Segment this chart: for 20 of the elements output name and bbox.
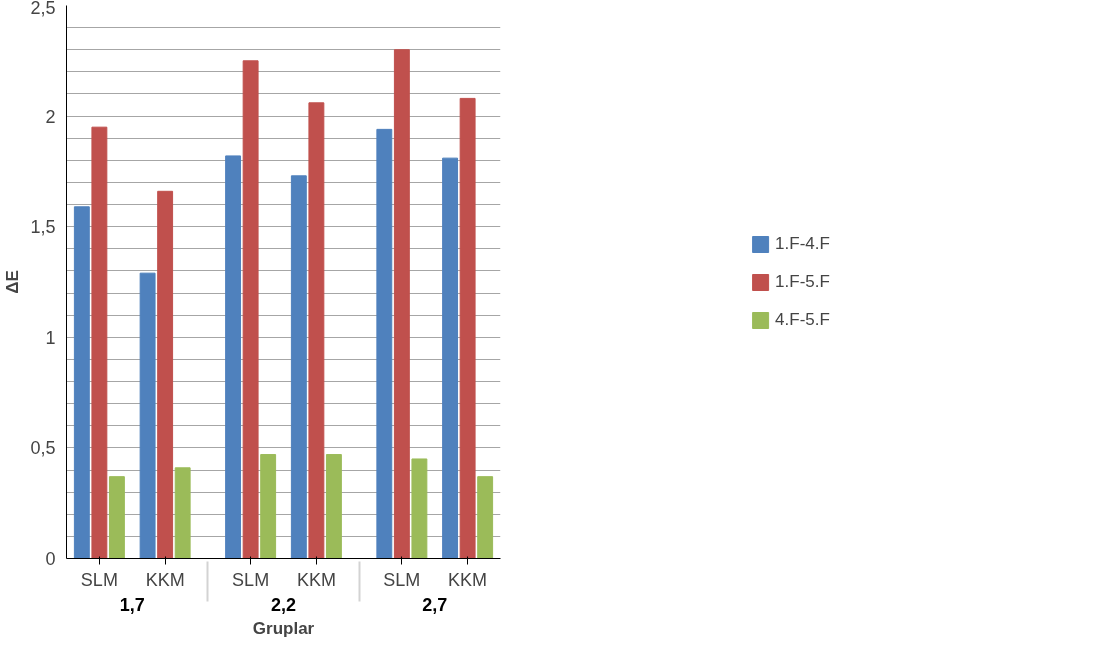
y-tick-label: 1 bbox=[45, 327, 56, 348]
legend-label: 4.F-5.F bbox=[775, 309, 830, 330]
x-tick-label: KKM bbox=[145, 569, 185, 590]
text: 2,2 bbox=[270, 594, 297, 615]
text: 1,7 bbox=[119, 594, 145, 615]
x-tick-label: KKM bbox=[296, 569, 336, 590]
legend-label: 1.F-5.F bbox=[775, 271, 830, 292]
y-tick-label: 1,5 bbox=[30, 217, 56, 238]
x-tick-label: SLM bbox=[80, 569, 118, 590]
legend-label: 1.F-4.F bbox=[775, 233, 830, 254]
x-tick-label: SLM bbox=[232, 569, 270, 590]
y-tick-label: 2 bbox=[45, 106, 56, 127]
y-tick-label: 0,5 bbox=[30, 438, 56, 459]
x-tick-label: SLM bbox=[383, 569, 421, 590]
y-tick-label: 0 bbox=[45, 549, 56, 569]
y-tick-label: 2,5 bbox=[30, 0, 56, 18]
x-tick-label: KKM bbox=[448, 569, 488, 590]
x-axis-title: Gruplar bbox=[252, 618, 315, 638]
y-axis-title: ΔE bbox=[3, 270, 23, 294]
text: 2,7 bbox=[422, 594, 448, 615]
